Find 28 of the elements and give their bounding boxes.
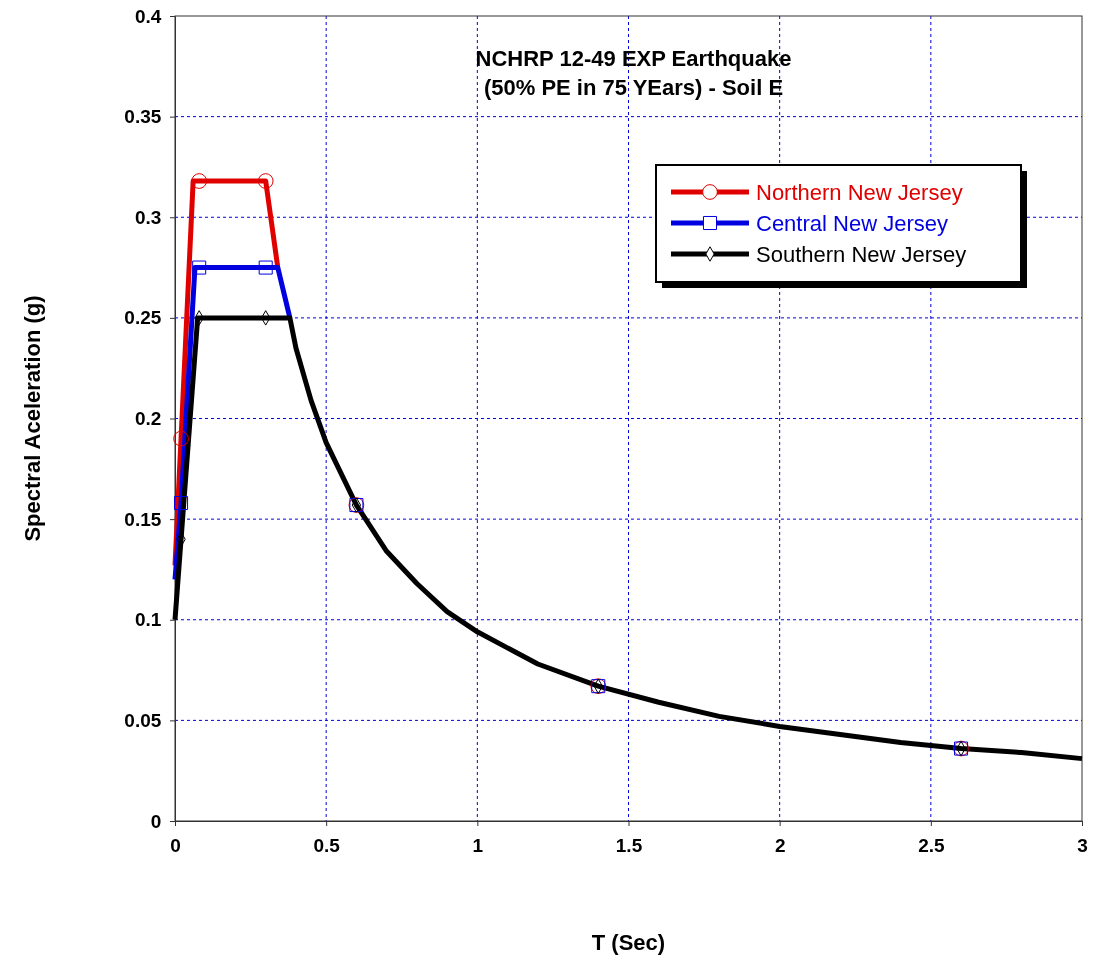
x-axis-title: T (Sec) — [591, 930, 666, 955]
text: NCHRP 12-49 EXP Earthquake (50% PE in 75 YEars) - Soil E — [475, 46, 792, 100]
y-axis-title: Spectral Aceleration (g) — [20, 295, 45, 542]
x-tick-label: 1 — [472, 834, 484, 856]
x-tick-label: 0.5 — [313, 834, 341, 856]
y-tick-label: 0.35 — [124, 106, 162, 128]
y-tick-label: 0.15 — [124, 508, 162, 530]
point — [192, 260, 207, 275]
y-tick-label: 0.2 — [134, 408, 162, 430]
x-tick-label: 0 — [170, 834, 181, 856]
point — [258, 260, 273, 275]
y-tick-label: 0.05 — [124, 709, 162, 731]
y-tick-label: 0.4 — [134, 5, 162, 27]
legend-label: Northern New Jersey — [756, 180, 963, 205]
point — [173, 430, 189, 447]
y-tick-label: 0.25 — [124, 307, 162, 329]
legend-label: Central New Jersey — [756, 211, 948, 236]
x-tick-label: 2 — [774, 834, 786, 856]
x-tick-label: 2.5 — [918, 834, 945, 856]
y-tick-label: 0.3 — [134, 206, 162, 228]
y-tick-label: 0 — [150, 810, 162, 832]
legend-label: Southern New Jersey — [756, 242, 967, 267]
point — [174, 496, 189, 511]
point — [191, 173, 208, 189]
y-tick-label: 0.1 — [134, 609, 162, 631]
point — [257, 173, 274, 189]
x-tick-label: 1.5 — [615, 834, 643, 856]
x-tick-label: 3 — [1077, 834, 1088, 856]
